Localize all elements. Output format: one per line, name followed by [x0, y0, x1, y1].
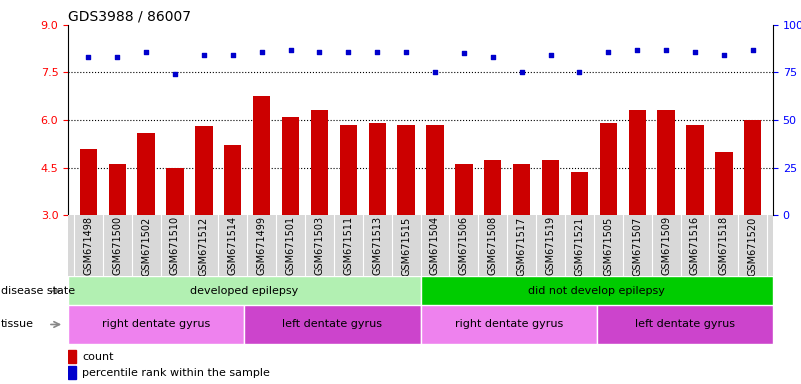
Text: left dentate gyrus: left dentate gyrus: [635, 319, 735, 329]
Point: [573, 70, 586, 76]
Bar: [744, 120, 762, 215]
Bar: [108, 164, 126, 215]
Point: [660, 46, 673, 53]
Text: GSM671512: GSM671512: [199, 216, 209, 275]
Point: [313, 48, 326, 55]
Point: [82, 54, 95, 60]
Text: GSM671498: GSM671498: [83, 216, 93, 275]
Text: GSM671505: GSM671505: [603, 216, 614, 275]
Bar: [253, 96, 270, 215]
Text: GSM671518: GSM671518: [718, 216, 729, 275]
Text: GSM671501: GSM671501: [285, 216, 296, 275]
Point: [457, 50, 470, 56]
Point: [747, 46, 759, 53]
Bar: [397, 125, 415, 215]
Point: [515, 70, 528, 76]
Text: GSM671516: GSM671516: [690, 216, 700, 275]
Bar: [68, 350, 76, 363]
Text: disease state: disease state: [1, 286, 75, 296]
Text: GSM671519: GSM671519: [545, 216, 556, 275]
Bar: [629, 111, 646, 215]
Text: GDS3988 / 86007: GDS3988 / 86007: [68, 10, 191, 24]
Point: [139, 48, 152, 55]
Bar: [600, 123, 617, 215]
Text: tissue: tissue: [1, 319, 34, 329]
Point: [198, 52, 211, 58]
Text: GSM671504: GSM671504: [430, 216, 440, 275]
Point: [689, 48, 702, 55]
Bar: [340, 125, 357, 215]
Point: [630, 46, 643, 53]
Bar: [244, 305, 421, 344]
Point: [544, 52, 557, 58]
Text: percentile rank within the sample: percentile rank within the sample: [83, 368, 270, 378]
Text: GSM671510: GSM671510: [170, 216, 180, 275]
Bar: [426, 125, 444, 215]
Point: [400, 48, 413, 55]
Text: GSM671515: GSM671515: [401, 216, 411, 275]
Bar: [68, 276, 421, 305]
Bar: [541, 160, 559, 215]
Bar: [138, 133, 155, 215]
Text: GSM671511: GSM671511: [344, 216, 353, 275]
Text: developed epilepsy: developed epilepsy: [190, 286, 299, 296]
Bar: [368, 123, 386, 215]
Bar: [513, 164, 530, 215]
Text: right dentate gyrus: right dentate gyrus: [102, 319, 211, 329]
Bar: [68, 366, 76, 379]
Point: [486, 54, 499, 60]
Bar: [195, 126, 212, 215]
Bar: [686, 125, 703, 215]
Point: [371, 48, 384, 55]
Point: [256, 48, 268, 55]
Bar: [167, 167, 183, 215]
Text: GSM671503: GSM671503: [315, 216, 324, 275]
Point: [111, 54, 123, 60]
Bar: [484, 160, 501, 215]
Text: GSM671521: GSM671521: [574, 216, 585, 275]
Bar: [224, 146, 241, 215]
Text: GSM671502: GSM671502: [141, 216, 151, 275]
Bar: [79, 149, 97, 215]
Point: [429, 70, 441, 76]
Point: [227, 52, 239, 58]
Bar: [421, 305, 597, 344]
Text: count: count: [83, 351, 114, 361]
Text: GSM671513: GSM671513: [372, 216, 382, 275]
Text: GSM671514: GSM671514: [227, 216, 238, 275]
Bar: [421, 276, 773, 305]
Text: GSM671500: GSM671500: [112, 216, 123, 275]
Text: GSM671508: GSM671508: [488, 216, 497, 275]
Bar: [311, 111, 328, 215]
Text: GSM671507: GSM671507: [632, 216, 642, 275]
Bar: [282, 117, 300, 215]
Bar: [658, 111, 674, 215]
Bar: [715, 152, 733, 215]
Text: right dentate gyrus: right dentate gyrus: [454, 319, 563, 329]
Text: GSM671517: GSM671517: [517, 216, 526, 275]
Bar: [455, 164, 473, 215]
Text: GSM671499: GSM671499: [256, 216, 267, 275]
Bar: [571, 172, 588, 215]
Text: GSM671506: GSM671506: [459, 216, 469, 275]
Bar: [597, 305, 773, 344]
Point: [342, 48, 355, 55]
Text: left dentate gyrus: left dentate gyrus: [283, 319, 382, 329]
Text: GSM671509: GSM671509: [661, 216, 671, 275]
Text: GSM671520: GSM671520: [748, 216, 758, 275]
Point: [602, 48, 614, 55]
Point: [718, 52, 731, 58]
Bar: [68, 305, 244, 344]
Text: did not develop epilepsy: did not develop epilepsy: [529, 286, 665, 296]
Point: [168, 71, 181, 78]
Point: [284, 46, 297, 53]
